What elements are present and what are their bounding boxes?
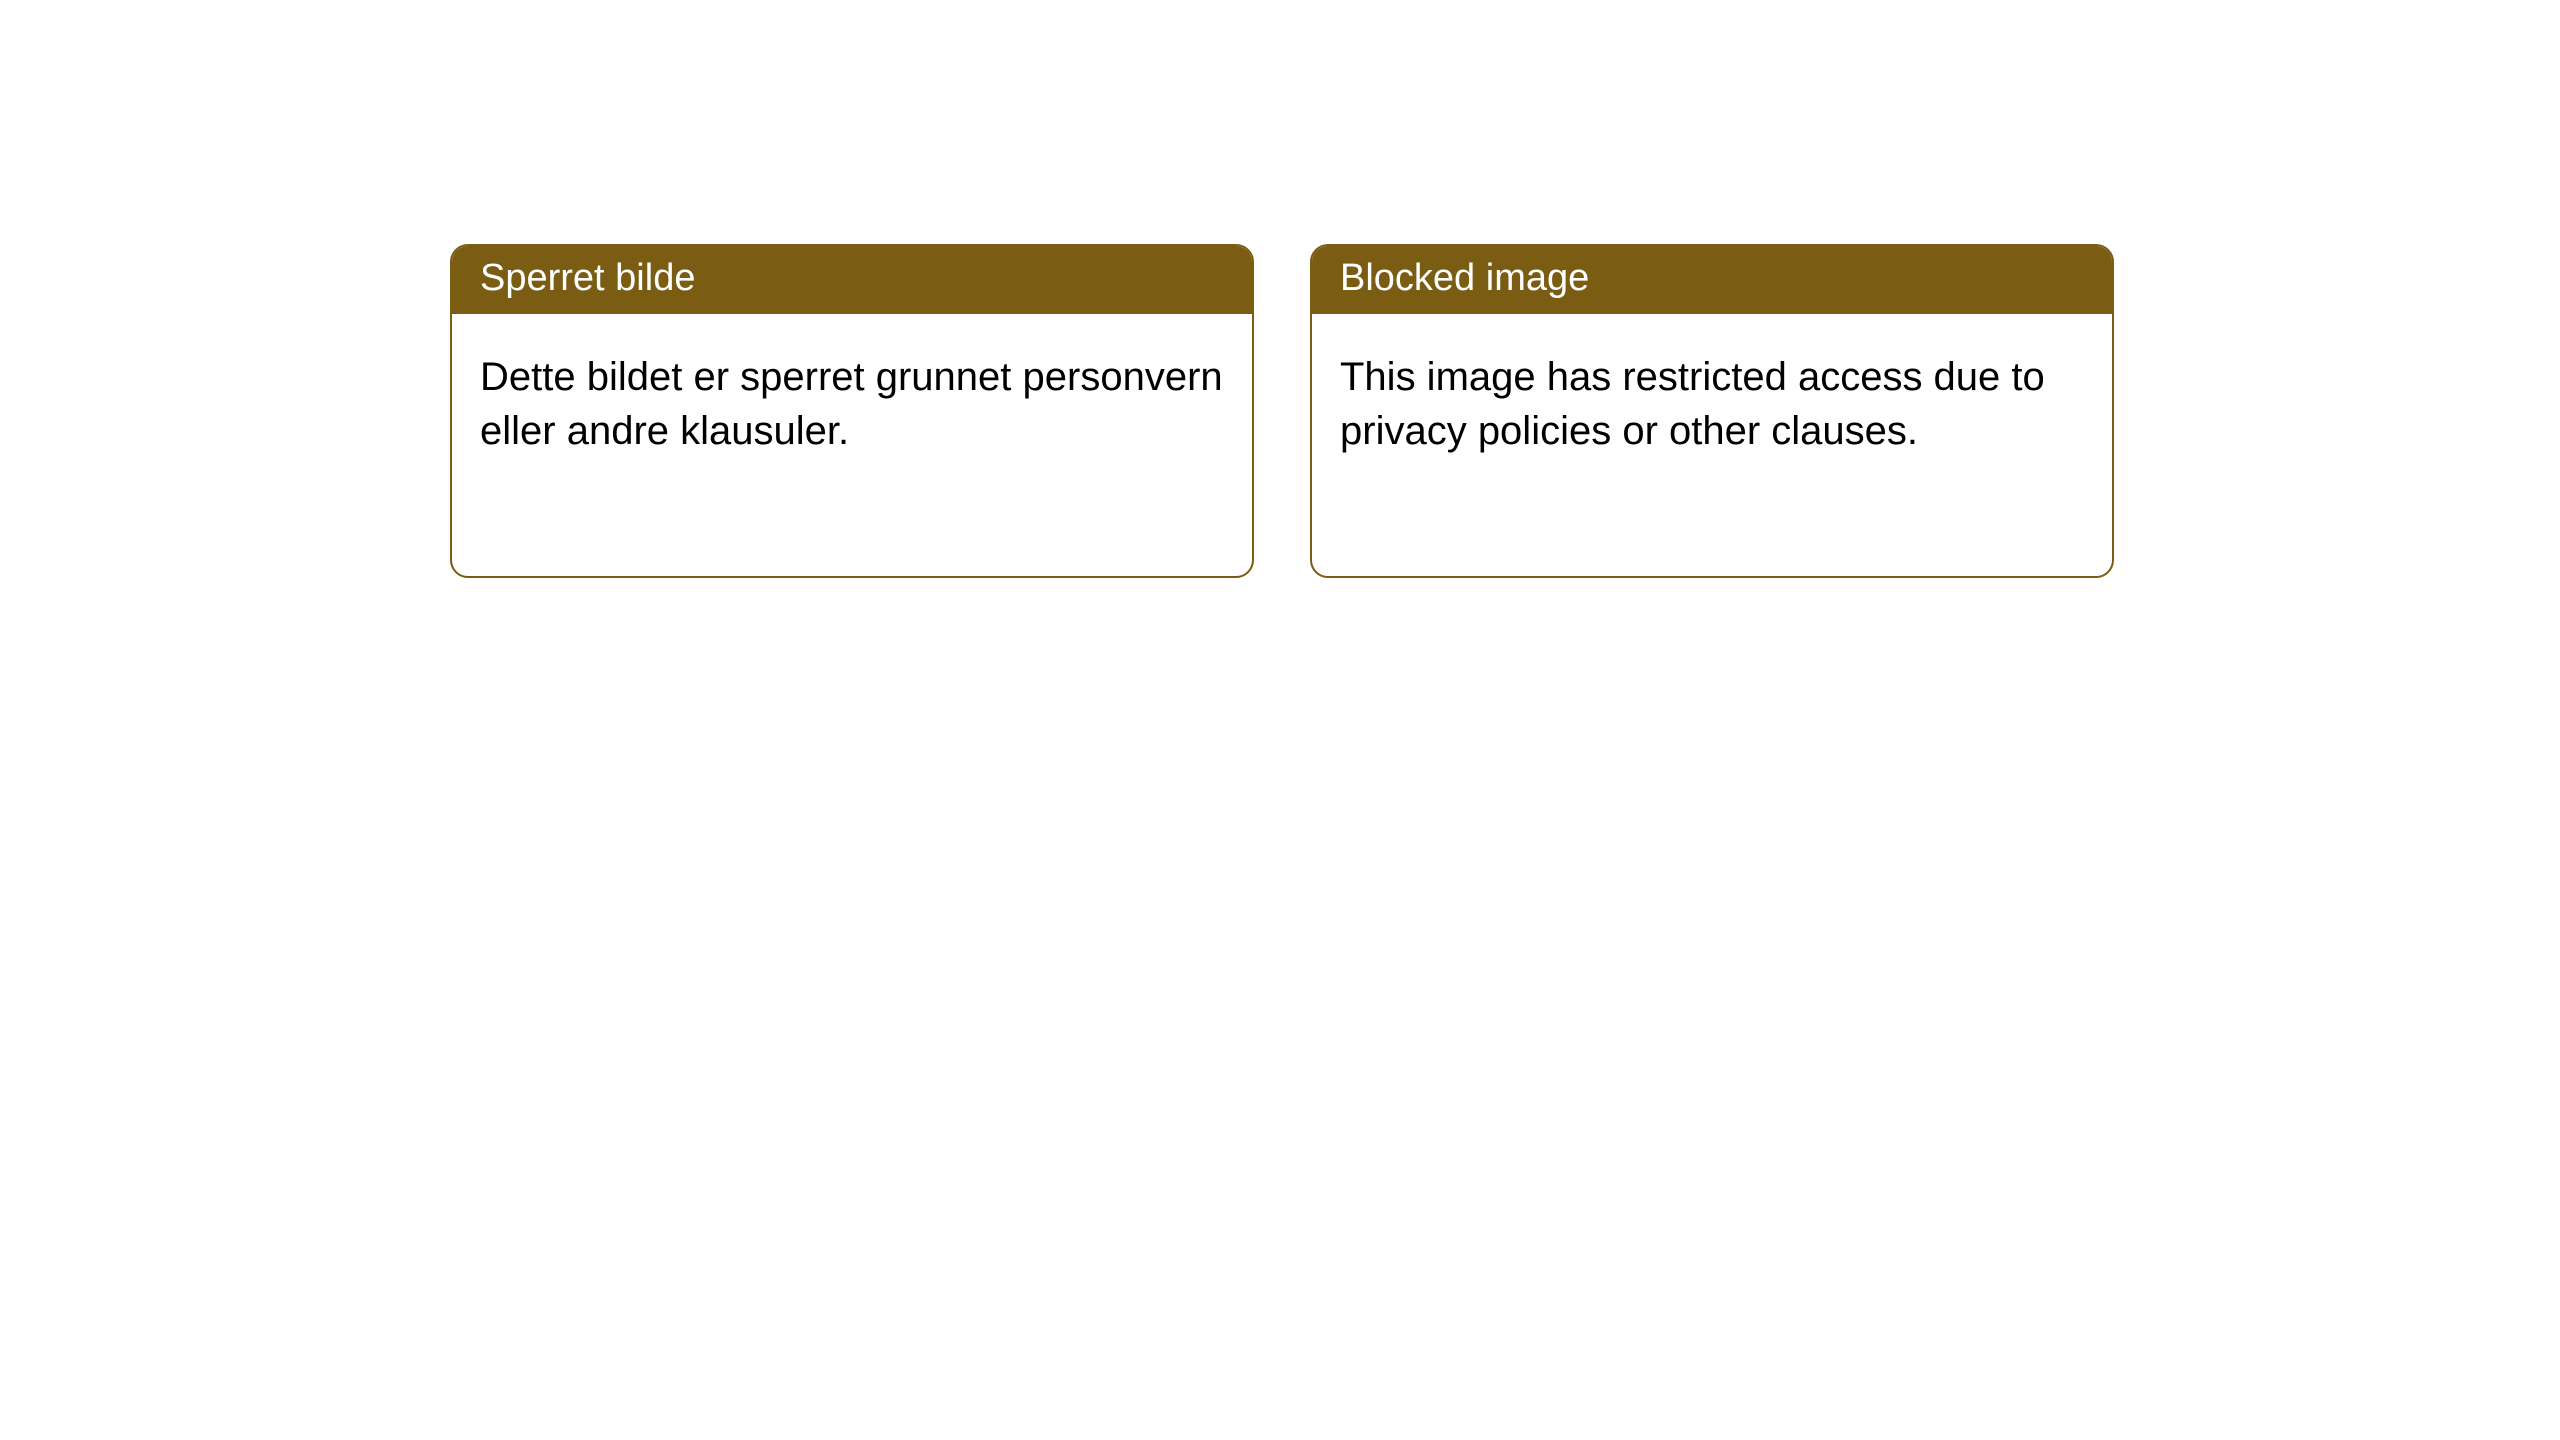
card-body-no: Dette bildet er sperret grunnet personve… <box>452 314 1252 486</box>
card-title-en: Blocked image <box>1312 246 2112 314</box>
card-title-no: Sperret bilde <box>452 246 1252 314</box>
blocked-image-card-en: Blocked image This image has restricted … <box>1310 244 2114 578</box>
notice-container: Sperret bilde Dette bildet er sperret gr… <box>0 0 2560 578</box>
card-body-en: This image has restricted access due to … <box>1312 314 2112 486</box>
blocked-image-card-no: Sperret bilde Dette bildet er sperret gr… <box>450 244 1254 578</box>
